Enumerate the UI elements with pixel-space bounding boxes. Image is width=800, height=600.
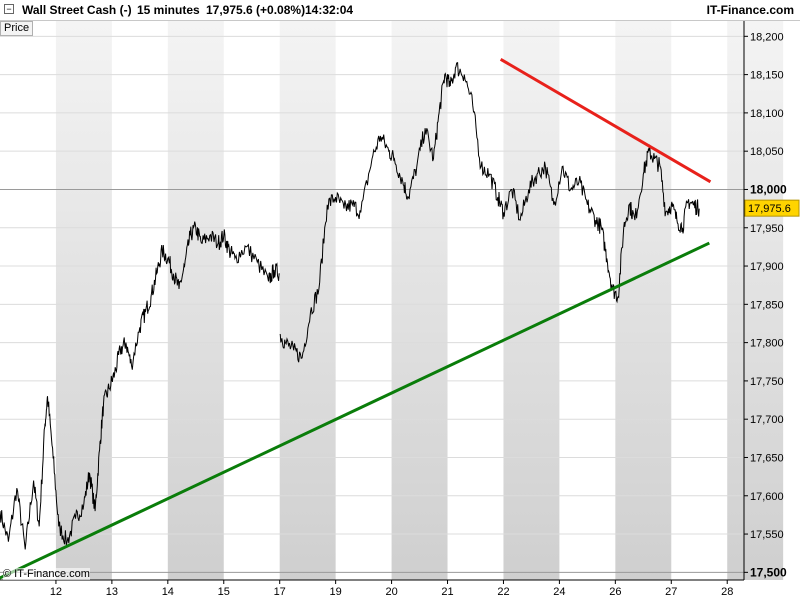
x-tick-label: 12	[50, 586, 62, 598]
chart-header: − Wall Street Cash (-) 15 minutes 17,975…	[0, 0, 800, 21]
price-panel-tab[interactable]: Price	[0, 21, 34, 36]
price-series	[0, 62, 700, 550]
price-line	[279, 62, 700, 363]
x-tick-label: 28	[721, 586, 733, 598]
y-axis: 17,500 17,550 17,600 17,650 17,700 17,750 17,8…	[743, 21, 800, 580]
y-tick-label: 17,700	[750, 414, 784, 426]
y-tick-label: 18,200	[750, 31, 784, 43]
x-tick-label: 15	[218, 586, 230, 598]
y-tick-label: 17,900	[750, 261, 784, 273]
session-band	[727, 21, 784, 580]
y-tick-label: 17,650	[750, 452, 784, 464]
instrument-name: Wall Street Cash (-)	[22, 3, 132, 17]
session-bands	[55, 21, 784, 580]
x-axis: 12 13 14 15 17 19 20 21 22 24 26 27 28	[0, 579, 744, 598]
x-tick-label: 24	[553, 586, 565, 598]
y-tick-label: 17,550	[750, 529, 784, 541]
x-tick-label: 27	[665, 586, 677, 598]
y-tick-label: 17,950	[750, 223, 784, 235]
grid-lines	[0, 35, 744, 573]
menu-icon[interactable]: −	[4, 4, 14, 14]
last-price-badge	[744, 199, 800, 217]
y-tick-label: 17,750	[750, 376, 784, 388]
x-tick-label: 26	[609, 586, 621, 598]
session-band	[615, 21, 672, 580]
x-tick-label: 13	[106, 586, 118, 598]
session-band	[503, 21, 560, 580]
session-band	[55, 21, 112, 580]
x-tick-label: 17	[274, 586, 286, 598]
session-band	[279, 21, 336, 580]
support-trendline	[0, 241, 710, 580]
last-price-change: 17,975.6 (+0.08%)	[206, 3, 306, 17]
session-band	[391, 21, 448, 580]
x-tick-label: 14	[162, 586, 174, 598]
x-tick-label: 20	[385, 586, 397, 598]
y-tick-label: 17,800	[750, 338, 784, 350]
y-tick-label: 17,500	[750, 565, 787, 579]
price-line	[0, 221, 280, 550]
y-tick-label: 18,100	[750, 108, 784, 120]
trendlines	[0, 57, 712, 580]
resistance-trendline	[499, 57, 712, 184]
credit-label: © IT-Finance.com	[3, 568, 90, 580]
brand-label: IT-Finance.com	[706, 3, 794, 17]
y-tick-label: 18,150	[750, 70, 784, 82]
x-tick-label: 22	[497, 586, 509, 598]
y-tick-label: 17,600	[750, 491, 784, 503]
timestamp: 14:32:04	[305, 3, 354, 17]
timeframe-label: 15 minutes	[137, 3, 200, 17]
y-tick-label: 18,000	[750, 182, 787, 196]
last-price-label: 17,975.6	[748, 203, 791, 215]
y-tick-label: 17,850	[750, 299, 784, 311]
y-tick-label: 18,050	[750, 146, 784, 158]
x-tick-label: 19	[330, 586, 342, 598]
x-tick-label: 21	[441, 586, 453, 598]
